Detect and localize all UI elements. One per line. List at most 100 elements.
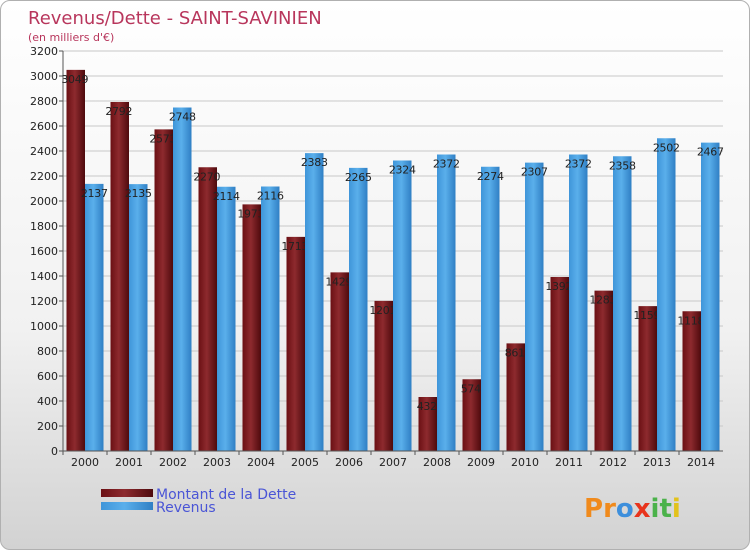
- bar-revenus-2000: [85, 183, 104, 451]
- data-label-dette-2011: 1392: [545, 280, 572, 293]
- data-label-dette-2008: 432: [417, 400, 437, 413]
- x-tick-label: 2013: [643, 456, 671, 469]
- bar-dette-2010: [506, 343, 525, 451]
- logo-letter: t: [659, 494, 671, 524]
- data-label-dette-2001: 2792: [105, 105, 132, 118]
- x-tick-label: 2008: [423, 456, 451, 469]
- y-tick-label: 200: [37, 420, 58, 433]
- data-label-dette-2009: 574: [461, 382, 481, 395]
- y-tick-label: 1600: [30, 245, 58, 258]
- x-tick-label: 2010: [511, 456, 539, 469]
- data-label-dette-2010: 861: [505, 346, 525, 359]
- bar-dette-2012: [594, 290, 613, 451]
- y-tick-label: 800: [37, 345, 58, 358]
- data-label-dette-2007: 1201: [369, 304, 396, 317]
- data-label-dette-2014: 1118: [677, 314, 704, 327]
- data-label-dette-2002: 2573: [149, 132, 176, 145]
- data-label-revenus-2013: 2502: [653, 141, 680, 154]
- y-tick-label: 400: [37, 395, 58, 408]
- chart-title: Revenus/Dette - SAINT-SAVINIEN: [28, 8, 322, 29]
- bar-revenus-2014: [701, 142, 720, 451]
- data-label-revenus-2000: 2137: [81, 187, 108, 200]
- bar-revenus-2010: [525, 162, 544, 451]
- data-label-dette-2003: 2270: [193, 170, 220, 183]
- data-label-revenus-2002: 2748: [169, 111, 196, 124]
- bar-dette-2013: [638, 306, 657, 451]
- data-label-dette-2004: 1973: [237, 207, 264, 220]
- bar-dette-2009: [462, 379, 481, 451]
- bar-dette-2004: [242, 204, 261, 451]
- data-label-revenus-2007: 2324: [389, 164, 416, 177]
- bar-dette-2001: [110, 102, 129, 451]
- bar-revenus-2012: [613, 156, 632, 451]
- data-label-revenus-2010: 2307: [521, 166, 548, 179]
- x-tick-label: 2003: [203, 456, 231, 469]
- data-label-revenus-2009: 2274: [477, 170, 504, 183]
- bar-revenus-2003: [217, 186, 236, 451]
- y-tick-label: 1200: [30, 295, 58, 308]
- data-label-revenus-2011: 2372: [565, 158, 592, 171]
- legend-label-dette: Montant de la Dette: [156, 487, 296, 503]
- bar-revenus-2004: [261, 186, 280, 451]
- x-tick-label: 2014: [687, 456, 715, 469]
- logo-letter: r: [603, 494, 616, 524]
- data-label-revenus-2006: 2265: [345, 171, 372, 184]
- data-label-revenus-2001: 2135: [125, 187, 152, 200]
- data-label-revenus-2012: 2358: [609, 159, 636, 172]
- bar-dette-2007: [374, 300, 393, 451]
- proxiti-logo: Proxiti: [584, 494, 681, 524]
- bar-revenus-2001: [129, 184, 148, 451]
- legend-swatch-revenus: [101, 502, 153, 510]
- y-tick-label: 600: [37, 370, 58, 383]
- y-tick-label: 1400: [30, 270, 58, 283]
- y-tick-label: 1800: [30, 220, 58, 233]
- data-label-dette-2000: 3049: [61, 73, 88, 86]
- logo-letter: i: [651, 494, 660, 524]
- data-label-revenus-2004: 2116: [257, 190, 284, 203]
- bar-dette-2006: [330, 272, 349, 451]
- bars: 3049 2137 2792 2135 2573 2748 2270 2114 1973 2116…: [61, 69, 724, 451]
- y-tick-label: 2600: [30, 120, 58, 133]
- data-label-revenus-2008: 2372: [433, 158, 460, 171]
- y-tick-label: 0: [51, 445, 58, 458]
- x-tick-label: 2012: [599, 456, 627, 469]
- bar-revenus-2011: [569, 154, 588, 451]
- y-axis: 0 200 400 600 800 1000 1200 1400 1600 1800 2000 220…: [30, 45, 64, 458]
- x-tick-label: 2007: [379, 456, 407, 469]
- x-tick-label: 2006: [335, 456, 363, 469]
- bar-revenus-2006: [349, 167, 368, 451]
- data-label-dette-2012: 1283: [589, 294, 616, 307]
- bar-revenus-2013: [657, 138, 676, 451]
- bar-dette-2008: [418, 397, 437, 451]
- logo-letter: x: [634, 494, 651, 524]
- x-axis: 2000 2001 2002 2003 2004 2005 2006 2007 2008 2009…: [62, 450, 723, 469]
- bar-dette-2000: [66, 69, 85, 451]
- legend-swatch-dette: [101, 489, 153, 497]
- x-tick-label: 2000: [71, 456, 99, 469]
- y-tick-label: 1000: [30, 320, 58, 333]
- bar-dette-2014: [682, 311, 701, 451]
- x-tick-label: 2004: [247, 456, 275, 469]
- bar-dette-2011: [550, 277, 569, 451]
- data-label-dette-2013: 1159: [633, 309, 660, 322]
- logo-letter: i: [672, 494, 681, 524]
- y-tick-label: 2200: [30, 170, 58, 183]
- y-tick-label: 2800: [30, 95, 58, 108]
- x-tick-label: 2001: [115, 456, 143, 469]
- x-tick-label: 2005: [291, 456, 319, 469]
- bar-revenus-2009: [481, 166, 500, 451]
- y-tick-label: 2400: [30, 145, 58, 158]
- y-tick-label: 2000: [30, 195, 58, 208]
- bar-revenus-2007: [393, 160, 412, 451]
- data-label-revenus-2005: 2383: [301, 156, 328, 169]
- x-tick-label: 2009: [467, 456, 495, 469]
- bar-dette-2002: [154, 129, 173, 451]
- logo-letter: o: [616, 494, 634, 524]
- logo-letter: P: [584, 494, 603, 524]
- data-label-dette-2005: 1713: [281, 240, 308, 253]
- y-tick-label: 3000: [30, 70, 58, 83]
- bar-revenus-2005: [305, 153, 324, 451]
